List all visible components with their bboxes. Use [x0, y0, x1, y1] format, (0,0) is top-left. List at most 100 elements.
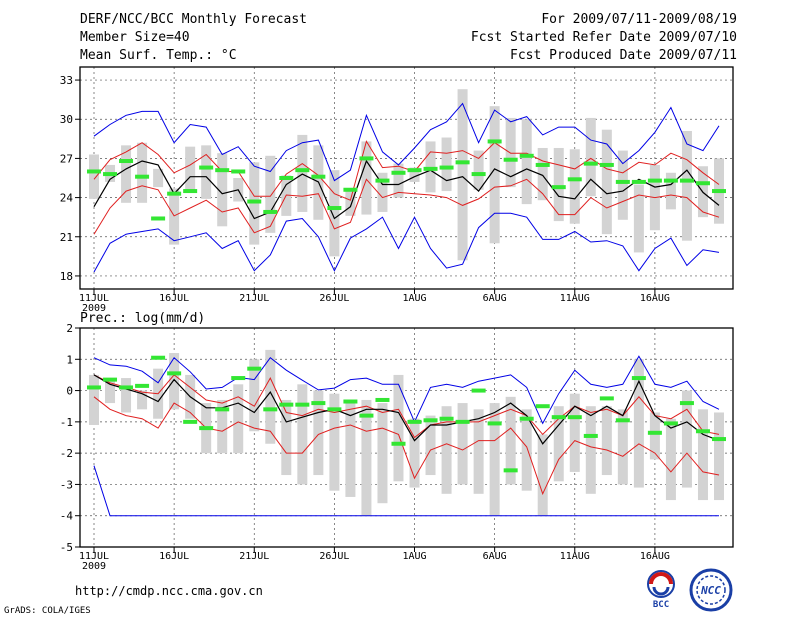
temp-reference-38 [679, 178, 694, 183]
precip-line-mean [93, 374, 720, 445]
forecast-period-label: For 2009/07/11-2009/08/19 [541, 12, 737, 27]
temp-reference-29 [535, 162, 550, 167]
temp-reference-7 [183, 189, 198, 194]
precip-xtick-label-4: 1AUG [402, 551, 426, 562]
precip-reference-27 [503, 468, 518, 473]
precip-reference-33 [599, 396, 614, 401]
precip-box-38 [681, 390, 692, 488]
precip-reference-9 [215, 407, 230, 412]
chart-title: DERF/NCC/BCC Monthly Forecast [80, 12, 307, 27]
temp-line-min [93, 212, 720, 273]
precip-ytick-label-0: -5 [60, 541, 73, 554]
precip-reference-18 [359, 413, 374, 418]
precip-xtick-label-3: 26JUL [319, 551, 349, 562]
precip-box-27 [505, 396, 516, 485]
temp-reference-20 [391, 170, 406, 175]
bcc-logo-text: BCC [653, 600, 669, 609]
precip-box-16 [329, 393, 340, 491]
temp-reference-1 [87, 169, 101, 174]
temp-box-6 [169, 188, 180, 245]
precip-xtick-label-1: 16JUL [159, 551, 189, 562]
temp-box-9 [217, 153, 228, 227]
precip-reference-14 [295, 402, 310, 407]
temp-box-25 [473, 150, 484, 190]
precip-reference-22 [423, 418, 438, 423]
precip-box-3 [121, 378, 132, 413]
temp-reference-14 [295, 168, 310, 173]
precip-reference-19 [375, 397, 390, 402]
precip-reference-24 [455, 419, 470, 424]
precip-box-19 [377, 403, 388, 504]
precip-line-min [93, 465, 719, 517]
precip-box-22 [425, 415, 436, 476]
temp-box-8 [201, 145, 212, 199]
temp-xtick-label-0: 11JUL [79, 293, 109, 304]
temp-reference-12 [263, 209, 278, 214]
temp-ytick-label-0: 18 [60, 270, 73, 283]
temp-box-3 [121, 145, 132, 203]
temp-reference-19 [375, 178, 390, 183]
temp-xtick-year: 2009 [82, 303, 106, 314]
temp-reference-37 [663, 178, 678, 183]
precip-ytick-label-7: 2 [66, 322, 73, 335]
precip-box-39 [697, 409, 708, 501]
temp-reference-33 [599, 162, 614, 167]
ncc-logo-icon: NCC [689, 568, 733, 612]
precip-reference-16 [327, 407, 342, 412]
precip-reference-17 [343, 399, 358, 404]
temp-xtick-label-3: 26JUL [319, 293, 349, 304]
precip-reference-35 [631, 376, 646, 381]
precip-box-36 [649, 412, 660, 460]
precip-xtick-year: 2009 [82, 561, 106, 572]
precip-box-35 [633, 359, 644, 488]
temp-reference-40 [712, 189, 726, 194]
precip-box-37 [665, 418, 676, 501]
precip-ytick-label-5: 0 [66, 385, 73, 398]
precip-box-1 [89, 374, 99, 425]
precip-box-33 [601, 406, 612, 476]
footer-url[interactable]: http://cmdp.ncc.cma.gov.cn [75, 584, 263, 598]
temp-box-32 [585, 117, 596, 197]
temp-box-1 [89, 154, 99, 199]
precip-reference-21 [407, 419, 422, 424]
temp-reference-39 [695, 181, 710, 186]
precip-reference-32 [583, 433, 598, 438]
precip-reference-8 [199, 426, 214, 431]
temp-xtick-label-7: 16AUG [640, 293, 670, 304]
temp-box-26 [489, 106, 500, 244]
temp-reference-17 [343, 187, 358, 192]
precip-panel-title: Prec.: log(mm/d) [80, 311, 205, 326]
precip-box-23 [441, 406, 452, 494]
temp-box-5 [153, 168, 164, 188]
bcc-logo-icon: BCC [647, 570, 675, 609]
precip-box-21 [409, 418, 420, 488]
member-size-label: Member Size=40 [80, 30, 190, 45]
precip-xtick-label-0: 11JUL [79, 551, 109, 562]
precip-reference-12 [263, 407, 278, 412]
variable-label: Mean Surf. Temp.: °C [80, 48, 237, 63]
precip-reference-1 [87, 385, 101, 390]
started-date-label: Fcst Started Refer Date 2009/07/10 [470, 30, 737, 45]
precip-reference-34 [615, 418, 630, 423]
precip-reference-7 [183, 419, 198, 424]
temp-box-33 [601, 129, 612, 235]
precip-line-max [93, 355, 720, 425]
precip-reference-25 [471, 388, 486, 393]
precip-line-upper [93, 374, 720, 439]
temp-reference-25 [471, 172, 486, 177]
precip-ytick-label-3: -2 [60, 447, 73, 460]
precip-box-32 [585, 406, 596, 494]
precip-box-15 [313, 390, 324, 476]
precip-xtick-label-2: 21JUL [239, 551, 269, 562]
grads-credit: GrADS: COLA/IGES [4, 606, 91, 616]
precip-reference-11 [247, 366, 262, 371]
precip-reference-40 [712, 437, 726, 442]
temp-box-14 [297, 134, 308, 212]
temp-reference-26 [487, 139, 502, 144]
precip-ytick-label-4: -1 [60, 416, 73, 429]
temp-xtick-label-1: 16JUL [159, 293, 189, 304]
temp-ytick-label-4: 30 [60, 113, 73, 126]
precip-reference-26 [487, 421, 502, 426]
temp-box-16 [329, 170, 340, 257]
